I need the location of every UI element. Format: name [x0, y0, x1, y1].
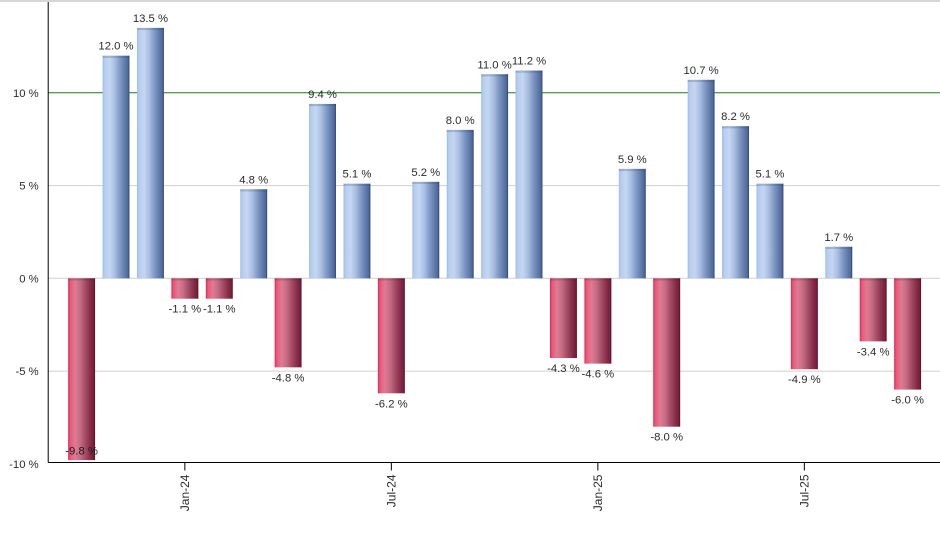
- svg-text:-4.3 %: -4.3 %: [547, 363, 580, 375]
- svg-text:11.2 %: 11.2 %: [512, 56, 546, 68]
- svg-text:12.0 %: 12.0 %: [98, 41, 133, 53]
- svg-text:Jul-25: Jul-25: [797, 474, 811, 507]
- svg-text:Jul-24: Jul-24: [384, 474, 398, 507]
- svg-text:8.2 %: 8.2 %: [721, 111, 750, 123]
- svg-text:-1.1 %: -1.1 %: [203, 304, 236, 316]
- svg-text:Jan-25: Jan-25: [591, 474, 605, 511]
- svg-text:-5 %: -5 %: [15, 366, 38, 378]
- svg-text:11.0 %: 11.0 %: [477, 59, 511, 71]
- svg-text:5.9 %: 5.9 %: [618, 154, 647, 166]
- svg-text:8.0 %: 8.0 %: [446, 115, 475, 127]
- svg-text:10.7 %: 10.7 %: [684, 65, 719, 77]
- svg-text:5 %: 5 %: [19, 181, 38, 193]
- svg-text:4.8 %: 4.8 %: [239, 174, 268, 186]
- svg-text:0 %: 0 %: [19, 273, 38, 285]
- svg-text:-3.4 %: -3.4 %: [857, 346, 890, 358]
- svg-text:-9.8 %: -9.8 %: [65, 446, 98, 458]
- svg-text:5.1 %: 5.1 %: [342, 169, 371, 181]
- svg-text:-10 %: -10 %: [9, 459, 39, 471]
- svg-text:5.1 %: 5.1 %: [755, 169, 784, 181]
- svg-text:1.7 %: 1.7 %: [824, 232, 853, 244]
- svg-text:-4.6 %: -4.6 %: [582, 369, 615, 381]
- svg-text:-6.2 %: -6.2 %: [375, 398, 408, 410]
- svg-text:-4.8 %: -4.8 %: [272, 372, 305, 384]
- svg-text:Jan-24: Jan-24: [178, 474, 192, 511]
- svg-text:5.2 %: 5.2 %: [411, 167, 440, 179]
- svg-text:9.4 %: 9.4 %: [308, 89, 337, 101]
- svg-text:-8.0 %: -8.0 %: [650, 432, 683, 444]
- svg-text:-4.9 %: -4.9 %: [788, 374, 821, 386]
- svg-text:10 %: 10 %: [13, 88, 39, 100]
- svg-text:-1.1 %: -1.1 %: [169, 304, 202, 316]
- svg-text:-6.0 %: -6.0 %: [891, 395, 924, 407]
- svg-text:13.5 %: 13.5 %: [133, 13, 168, 25]
